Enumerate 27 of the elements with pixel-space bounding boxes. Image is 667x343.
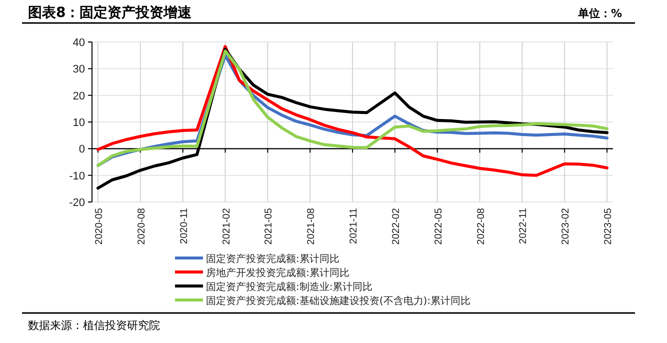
x-tick-label: 2020-08 xyxy=(136,208,148,245)
y-tick-label: -20 xyxy=(69,197,85,209)
x-tick-label: 2023-05 xyxy=(603,208,614,245)
legend-label: 固定资产投资完成额:累计同比 xyxy=(206,253,340,265)
source-note: 数据来源：植信投资研究院 xyxy=(28,319,160,332)
x-tick-label: 2021-05 xyxy=(264,208,275,245)
x-tick-label: 2020-11 xyxy=(178,208,190,244)
y-tick-label: 20 xyxy=(72,90,85,102)
y-tick-label: 10 xyxy=(72,117,85,129)
x-tick-label: 2022-08 xyxy=(476,208,487,245)
x-tick-label: 2021-08 xyxy=(306,208,318,245)
x-tick-label: 2023-02 xyxy=(560,208,572,245)
y-axis-title: 单位：% xyxy=(576,7,622,20)
y-tick-label: 30 xyxy=(72,64,85,76)
x-tick-label: 2021-11 xyxy=(348,208,360,244)
y-tick-label: -10 xyxy=(69,170,85,182)
x-tick-label: 2021-02 xyxy=(221,208,232,245)
legend-label: 固定资产投资完成额:制造业:累计同比 xyxy=(206,281,373,293)
x-tick-label: 2022-05 xyxy=(433,208,444,245)
y-tick-label: 0 xyxy=(78,144,85,156)
legend-label: 固定资产投资完成额:基础设施建设投资(不含电力):累计同比 xyxy=(206,295,471,307)
legend-label: 房地产开发投资完成额:累计同比 xyxy=(206,267,350,279)
y-tick-label: 40 xyxy=(72,37,85,49)
x-tick-label: 2020-05 xyxy=(94,208,105,245)
x-tick-label: 2022-02 xyxy=(390,208,402,245)
x-tick-label: 2022-11 xyxy=(518,208,530,244)
chart-title: 图表8：固定资产投资增速 xyxy=(28,4,193,21)
